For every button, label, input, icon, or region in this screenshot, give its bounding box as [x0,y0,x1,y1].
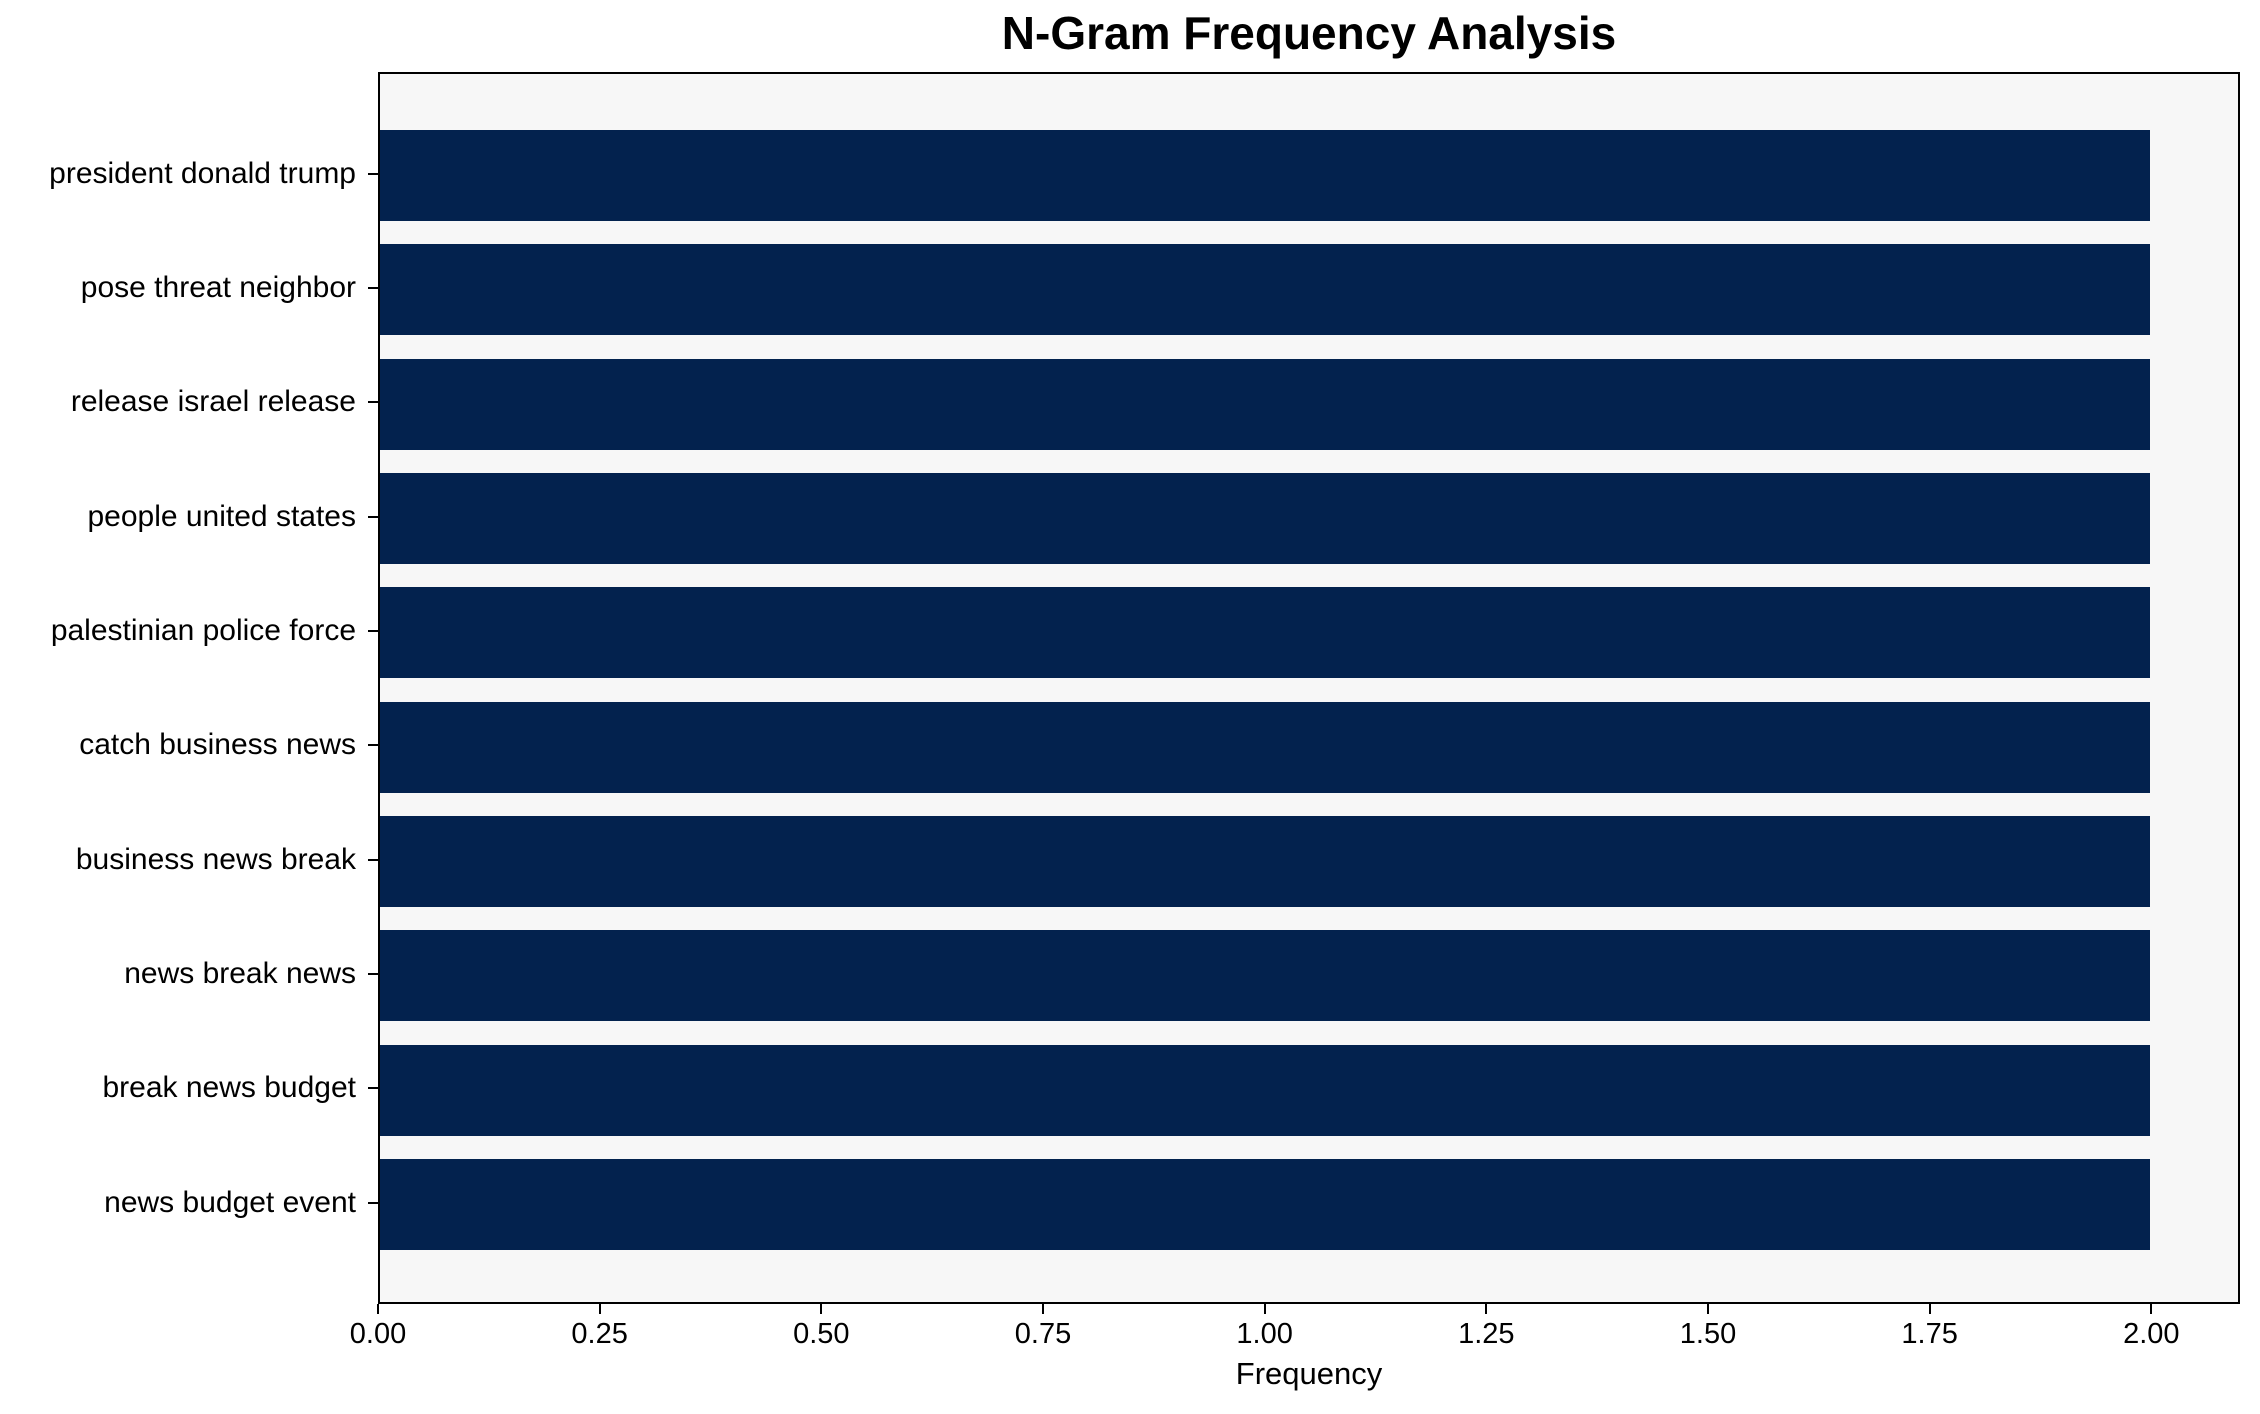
y-axis-label: pose threat neighbor [80,270,356,304]
y-axis-label: palestinian police force [50,613,356,647]
plot-area [378,72,2240,1304]
bar [380,1159,2150,1250]
x-tick [820,1304,823,1314]
y-tick [368,401,378,404]
x-tick [377,1304,379,1314]
x-tick-label: 1.00 [1236,1318,1293,1350]
bar [380,473,2150,564]
bar [380,701,2150,793]
x-tick-label: 1.75 [1901,1318,1958,1350]
bar [380,244,2150,336]
x-tick [1485,1304,1488,1314]
y-tick [368,972,378,975]
x-tick [1263,1304,1266,1314]
x-tick-label: 1.25 [1458,1318,1515,1350]
x-tick [2150,1304,2153,1314]
x-axis-title: Frequency [1235,1356,1383,1391]
y-axis-label: break news budget [102,1071,356,1105]
y-axis-label: news budget event [104,1185,356,1219]
bar [380,358,2150,450]
x-tick-label: 0.25 [571,1318,628,1350]
bar [380,816,2150,907]
y-axis-label: president donald trump [49,156,356,190]
y-tick [368,1201,378,1204]
x-tick [1928,1304,1931,1314]
y-tick [368,1087,378,1090]
x-tick-label: 0.75 [1014,1318,1072,1350]
y-tick [368,286,378,289]
bar [380,1044,2150,1136]
x-tick [1042,1304,1044,1314]
y-axis-label: people united states [87,499,356,533]
y-tick [368,515,378,518]
x-tick [1707,1304,1709,1314]
x-tick [598,1304,601,1314]
y-tick [368,629,378,632]
y-axis-label: news break news [124,956,356,990]
y-axis-label: business news break [75,842,356,876]
y-tick [368,858,378,861]
x-tick-label: 1.50 [1679,1318,1737,1350]
bar [380,930,2150,1022]
y-axis-label: release israel release [70,385,356,419]
x-tick-label: 0.50 [793,1318,850,1350]
x-tick-label: 2.00 [2123,1318,2180,1350]
y-tick [368,172,378,175]
chart-title: N-Gram Frequency Analysis [1001,7,1617,59]
y-axis-label: catch business news [79,728,356,762]
x-tick-label: 0.00 [349,1318,407,1350]
bar [380,130,2150,221]
bar [380,587,2150,679]
y-tick [368,744,378,747]
